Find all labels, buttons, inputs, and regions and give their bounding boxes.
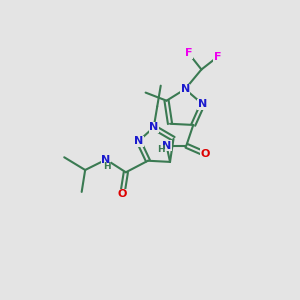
Text: O: O — [200, 149, 210, 159]
Text: N: N — [181, 84, 190, 94]
Text: F: F — [185, 48, 192, 58]
Text: H: H — [157, 146, 164, 154]
Text: N: N — [198, 99, 207, 109]
Text: O: O — [118, 189, 127, 199]
Text: N: N — [134, 136, 143, 146]
Text: F: F — [214, 52, 221, 62]
Text: N: N — [162, 141, 171, 151]
Text: N: N — [101, 154, 111, 165]
Text: H: H — [103, 162, 111, 171]
Text: N: N — [149, 122, 158, 132]
